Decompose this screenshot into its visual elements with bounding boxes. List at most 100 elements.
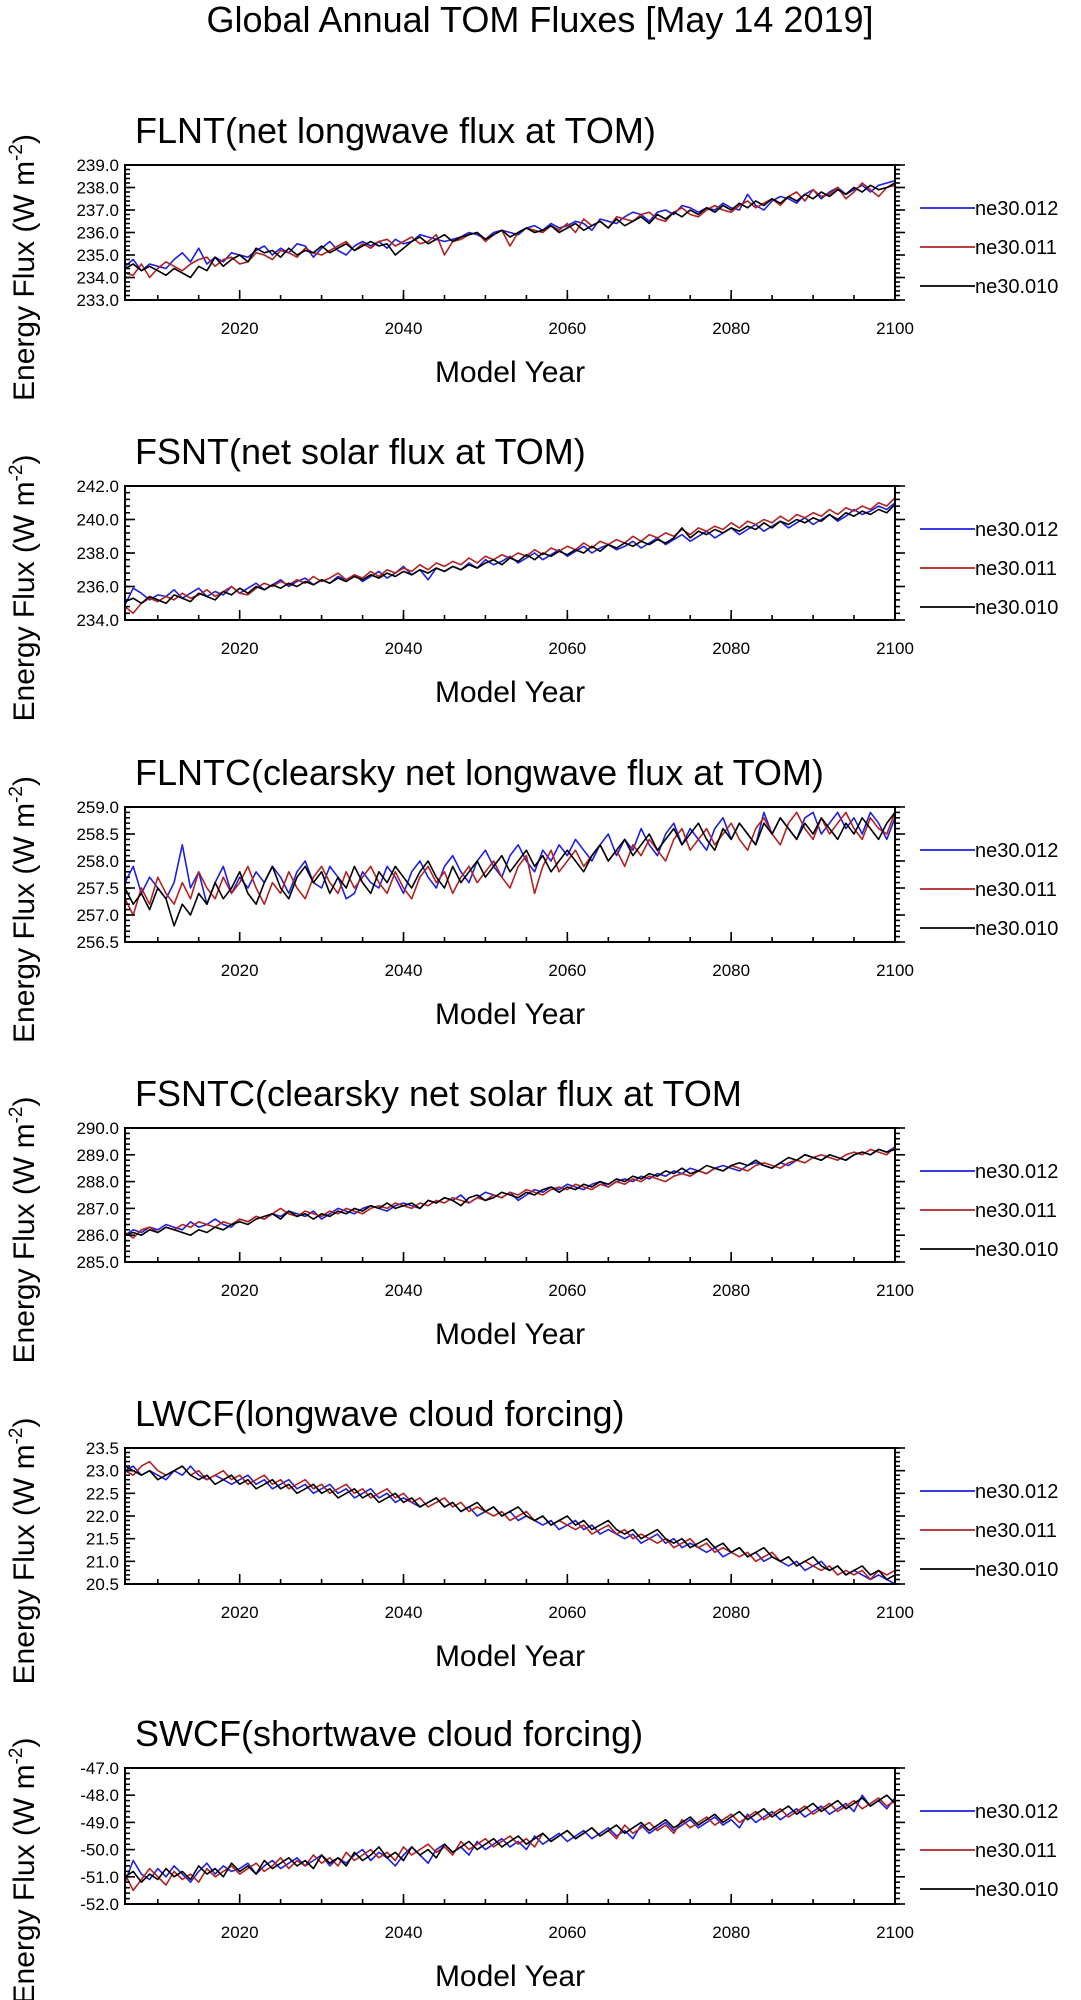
x-tick-label: 2040 [385,1923,423,1942]
series-line-ne30.010 [124,1794,896,1883]
series-line-ne30.011 [124,1797,896,1892]
y-tick-label: 286.0 [76,1226,119,1245]
x-tick-label: 2040 [385,961,423,980]
chart-panel-1: FLNT(net longwave flux at TOM) 233.0 234.0… [6,110,1058,401]
legend-label-ne30.012: ne30.012 [975,840,1058,862]
y-tick-label: 257.0 [76,906,119,925]
x-tick-label: 2080 [712,1281,750,1300]
y-tick-label: 21.5 [86,1530,119,1549]
x-tick-label: 2020 [221,961,259,980]
x-tick-label: 2040 [385,319,423,338]
chart-panel-4: FSNTC(clearsky net solar flux at TOM 285.… [6,1073,1058,1363]
x-tick-label: 2020 [221,319,259,338]
x-tick-label: 2020 [221,1603,259,1622]
legend-label-ne30.011: ne30.011 [975,1840,1057,1862]
x-axis-label: Model Year [435,676,585,709]
chart-title: FLNT(net longwave flux at TOM) [135,110,656,151]
y-axis-label: Energy Flux (W m-2) [6,776,41,1043]
y-tick-label: 235.0 [76,246,119,265]
y-tick-label: 238.0 [76,544,119,563]
x-tick-label: 2060 [548,1603,586,1622]
y-tick-label: 239.0 [76,156,119,175]
x-tick-label: 2100 [876,319,914,338]
y-tick-label: 288.0 [76,1173,119,1192]
x-tick-label: 2100 [876,1603,914,1622]
chart-panel-5: LWCF(longwave cloud forcing) 20.5 21.0 21.5… [6,1393,1058,1684]
y-axis-label: Energy Flux (W m-2) [6,455,41,722]
series-line-ne30.012 [124,502,896,606]
y-tick-label: 259.0 [76,798,119,817]
legend-label-ne30.010: ne30.010 [975,597,1058,619]
x-axis-label: Model Year [435,1318,585,1351]
y-tick-label: 285.0 [76,1253,119,1272]
x-tick-label: 2020 [221,1923,259,1942]
x-tick-label: 2100 [876,1281,914,1300]
series-line-ne30.011 [124,811,896,916]
series-line-ne30.011 [124,1146,896,1239]
x-tick-label: 2100 [876,639,914,658]
legend-label-ne30.012: ne30.012 [975,1481,1058,1503]
legend-label-ne30.012: ne30.012 [975,1801,1058,1823]
y-axis-label: Energy Flux (W m-2) [6,1418,41,1685]
y-tick-label: 236.0 [76,224,119,243]
x-tick-label: 2080 [712,319,750,338]
series-line-ne30.012 [124,811,896,906]
y-tick-label: 234.0 [76,611,119,630]
y-tick-label: 20.5 [86,1575,119,1594]
plot-frame [124,1447,896,1585]
legend-label-ne30.010: ne30.010 [975,1559,1058,1581]
x-tick-label: 2020 [221,1281,259,1300]
series-line-ne30.010 [124,503,896,605]
x-tick-label: 2080 [712,1923,750,1942]
legend-label-ne30.011: ne30.011 [975,237,1057,259]
x-tick-label: 2100 [876,1923,914,1942]
y-tick-label: 256.5 [76,933,119,952]
y-tick-label: 233.0 [76,291,119,310]
x-tick-label: 2040 [385,1281,423,1300]
series-line-ne30.011 [124,182,896,279]
y-tick-label: 22.0 [86,1507,119,1526]
y-tick-label: 258.0 [76,852,119,871]
y-tick-label: -49.0 [80,1813,119,1832]
legend-label-ne30.011: ne30.011 [975,558,1057,580]
x-tick-label: 2020 [221,639,259,658]
x-axis-label: Model Year [435,998,585,1031]
y-tick-label: 237.0 [76,201,119,220]
x-tick-label: 2080 [712,639,750,658]
legend-label-ne30.012: ne30.012 [975,198,1058,220]
legend-label-ne30.012: ne30.012 [975,1161,1058,1183]
chart-panel-2: FSNT(net solar flux at TOM) 234.0 236.0 238… [6,431,1058,721]
y-tick-label: -47.0 [80,1759,119,1778]
chart-panel-6: SWCF(shortwave cloud forcing) -52.0 -51.0 -… [6,1713,1058,2000]
legend-label-ne30.010: ne30.010 [975,918,1058,940]
y-tick-label: -48.0 [80,1786,119,1805]
y-tick-label: 234.0 [76,269,119,288]
x-tick-label: 2060 [548,1281,586,1300]
panels: FLNT(net longwave flux at TOM) 233.0 234.0… [6,110,1058,2000]
y-tick-label: 21.0 [86,1552,119,1571]
plot-frame [124,806,896,943]
chart-title: FLNTC(clearsky net longwave flux at TOM) [135,752,824,793]
x-tick-label: 2060 [548,1923,586,1942]
series-line-ne30.012 [124,179,896,272]
x-tick-label: 2080 [712,1603,750,1622]
y-tick-label: -52.0 [80,1895,119,1914]
figure-title: Global Annual TOM Fluxes [May 14 2019] [206,0,873,40]
legend-label-ne30.011: ne30.011 [975,1520,1057,1542]
y-tick-label: 258.5 [76,825,119,844]
legend-label-ne30.011: ne30.011 [975,879,1057,901]
legend-label-ne30.010: ne30.010 [975,1239,1058,1261]
y-tick-label: 289.0 [76,1146,119,1165]
series-line-ne30.010 [124,1148,896,1236]
legend-label-ne30.010: ne30.010 [975,1879,1058,1901]
plot-frame [124,1767,896,1905]
x-tick-label: 2060 [548,961,586,980]
chart-panel-3: FLNTC(clearsky net longwave flux at TOM)… [6,752,1058,1043]
y-tick-label: 23.5 [86,1439,119,1458]
x-axis-label: Model Year [435,1960,585,1993]
chart-title: FSNT(net solar flux at TOM) [135,431,586,472]
y-tick-label: 240.0 [76,511,119,530]
legend-label-ne30.010: ne30.010 [975,276,1058,298]
series-line-ne30.010 [124,811,896,927]
